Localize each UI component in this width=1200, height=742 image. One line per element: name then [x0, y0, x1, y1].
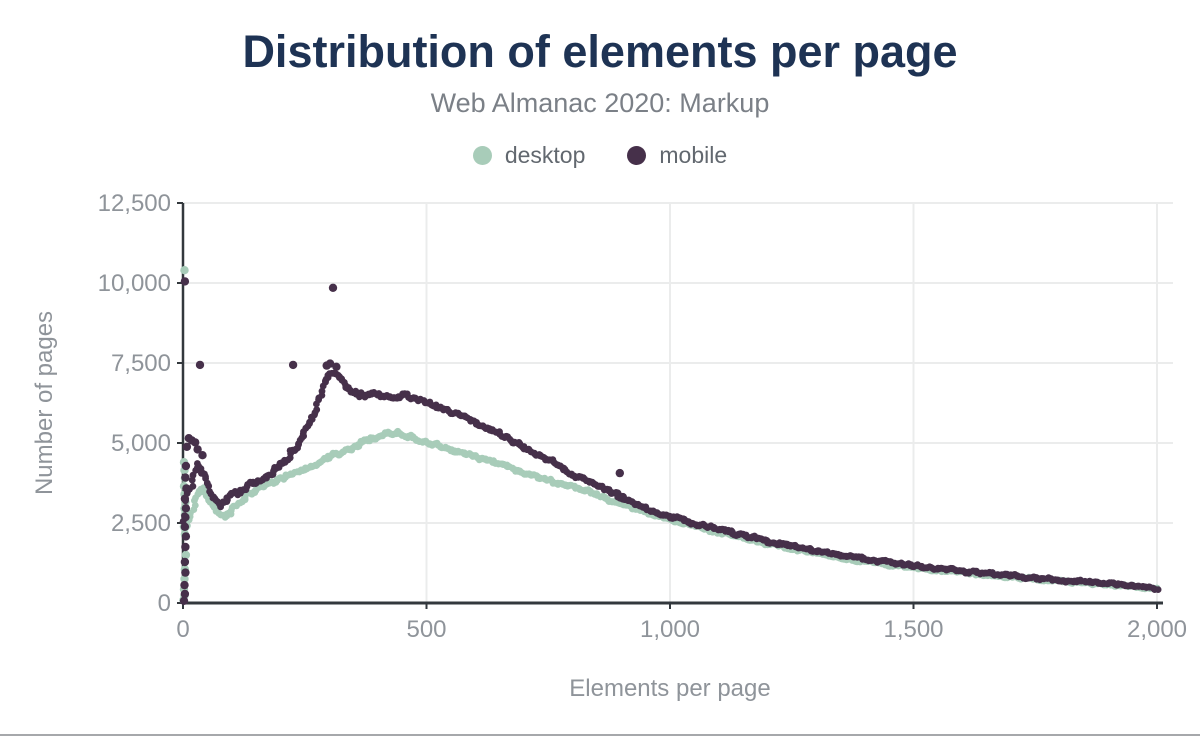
chart-subtitle: Web Almanac 2020: Markup	[430, 88, 770, 118]
mobile-series-label: mobile	[659, 142, 728, 168]
desktop-series-label: desktop	[504, 142, 586, 168]
x-tick-label: 1,000	[640, 616, 700, 643]
y-tick-label: 7,500	[111, 350, 171, 377]
x-axis-title: Elements per page	[569, 675, 770, 702]
y-tick-label: 5,000	[111, 430, 171, 457]
y-tick-label: 0	[158, 590, 171, 617]
y-tick-label: 12,500	[98, 190, 171, 217]
y-tick-label: 2,500	[111, 510, 171, 537]
mobile-series-swatch-icon	[627, 146, 647, 165]
footer-divider	[0, 734, 1200, 736]
x-tick-label: 1,500	[883, 616, 943, 643]
y-tick-label: 10,000	[98, 270, 171, 297]
chart-title: Distribution of elements per page	[242, 26, 958, 77]
legend-item-mobile: mobile	[627, 142, 727, 169]
x-tick-label: 0	[176, 616, 189, 643]
x-tick-label: 2,000	[1127, 616, 1187, 643]
x-tick-label: 500	[406, 616, 446, 643]
mobile-series-points	[179, 277, 1162, 605]
desktop-series-swatch-icon	[472, 146, 492, 165]
legend: desktop mobile	[0, 142, 1200, 169]
y-axis-title: Number of pages	[31, 311, 58, 495]
legend-item-desktop: desktop	[472, 142, 586, 169]
